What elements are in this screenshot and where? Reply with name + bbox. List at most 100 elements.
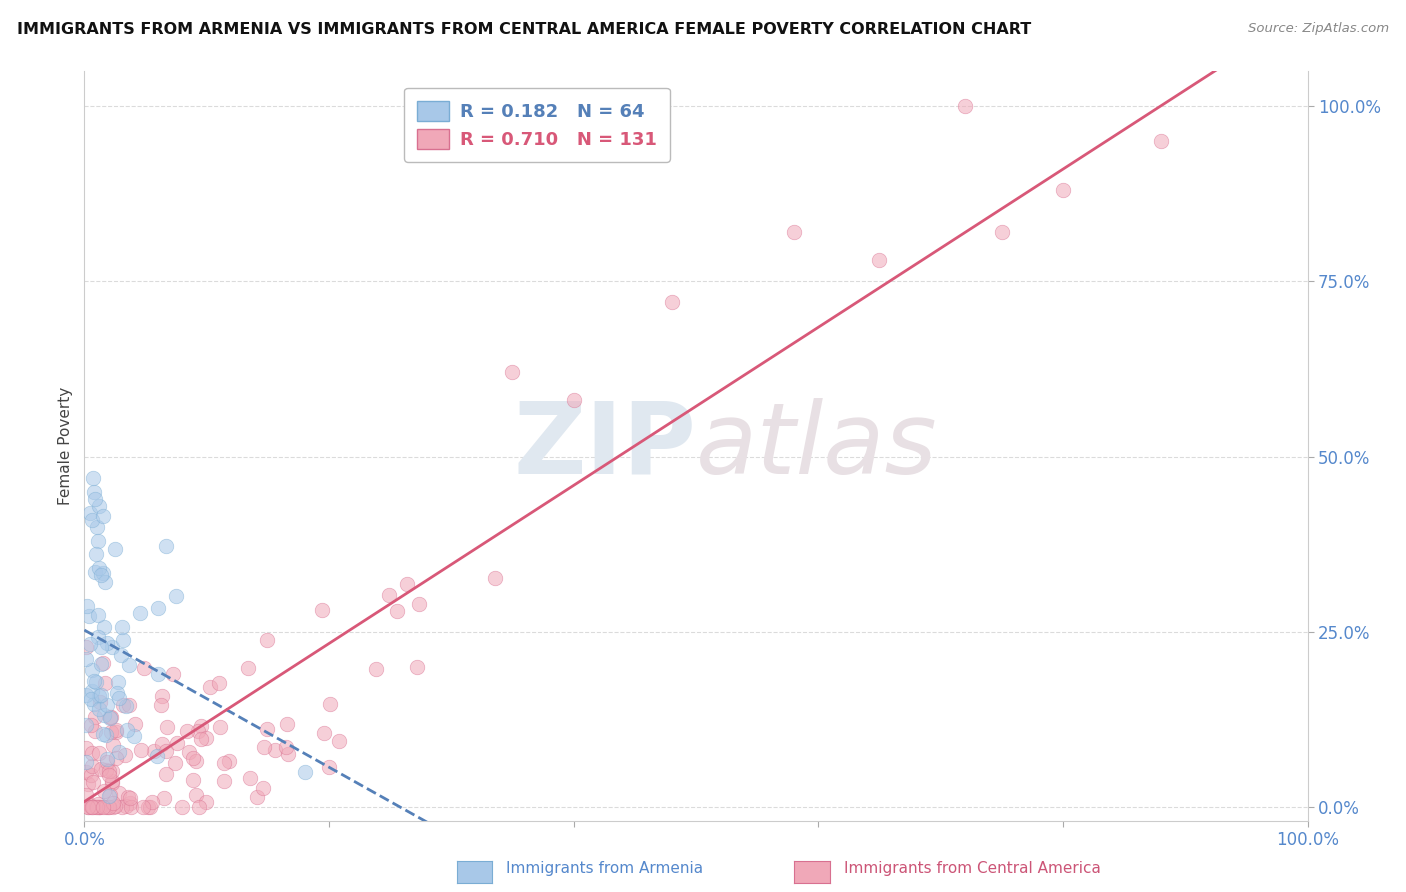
Legend: R = 0.182   N = 64, R = 0.710   N = 131: R = 0.182 N = 64, R = 0.710 N = 131 [404,88,669,162]
Point [166,737,188,751]
Point [198,680,221,694]
Point [783,226,806,240]
Point [101,776,124,790]
Point [98,764,121,779]
Point [143,744,166,758]
Point [83,484,105,499]
Point [91,727,114,741]
Text: ZIP: ZIP [513,398,696,494]
Point [89,747,111,761]
Point [294,764,316,779]
Point [75,640,97,654]
Point [101,796,124,810]
Point [190,719,212,733]
Point [111,698,134,712]
Point [149,698,172,712]
Point [150,689,173,703]
Point [212,774,235,789]
Point [408,597,430,611]
Point [83,565,105,579]
Point [184,754,207,768]
Point [87,701,110,715]
Point [120,799,142,814]
Point [155,539,177,553]
Point [100,725,122,739]
Point [277,747,299,762]
Point [101,799,124,814]
Point [105,724,128,739]
Point [94,575,117,590]
Point [100,789,122,803]
Point [91,566,114,581]
Point [177,745,200,759]
Point [98,767,121,781]
Point [502,366,524,380]
Point [90,567,112,582]
Text: Immigrants from Armenia: Immigrants from Armenia [506,861,703,876]
Point [96,752,118,766]
Point [91,799,114,814]
Point [96,755,118,769]
Point [108,745,131,759]
Point [176,724,198,739]
Point [90,762,112,776]
Point [98,711,121,725]
Point [93,619,115,633]
Point [155,766,177,780]
Point [190,732,212,747]
Point [89,799,111,814]
Point [101,764,124,778]
Point [991,226,1014,240]
Point [134,661,156,675]
Point [80,746,103,760]
Point [96,698,118,712]
Point [239,771,262,785]
Point [256,722,278,736]
Point [318,760,340,774]
Point [87,799,110,814]
Point [76,599,98,613]
Point [146,667,169,681]
Point [181,772,204,787]
Point [111,620,134,634]
Point [129,607,152,621]
Point [82,799,104,814]
Point [93,784,115,798]
Point [108,691,131,706]
Point [105,750,128,764]
Point [122,729,145,743]
Point [87,533,110,548]
Point [195,795,218,809]
Point [187,799,209,814]
Point [84,491,107,506]
Point [274,739,297,754]
Point [96,636,118,650]
Point [165,756,187,771]
Point [208,720,231,734]
Point [276,717,298,731]
Point [155,744,177,758]
Point [396,577,419,591]
Point [82,684,104,698]
Y-axis label: Female Poverty: Female Poverty [58,387,73,505]
Point [120,791,142,805]
Point [118,796,141,810]
Point [953,99,976,113]
Point [139,799,162,814]
Text: Immigrants from Central America: Immigrants from Central America [844,861,1101,876]
Point [115,799,138,814]
Point [212,756,235,770]
Point [252,781,274,796]
Point [319,697,342,711]
Point [132,799,155,814]
Point [101,774,124,789]
Point [75,652,97,666]
Point [80,664,103,678]
Point [112,633,135,648]
Point [146,601,169,615]
Point [150,737,173,751]
Point [162,667,184,681]
Point [80,768,103,782]
Point [328,734,350,748]
Point [80,512,103,526]
